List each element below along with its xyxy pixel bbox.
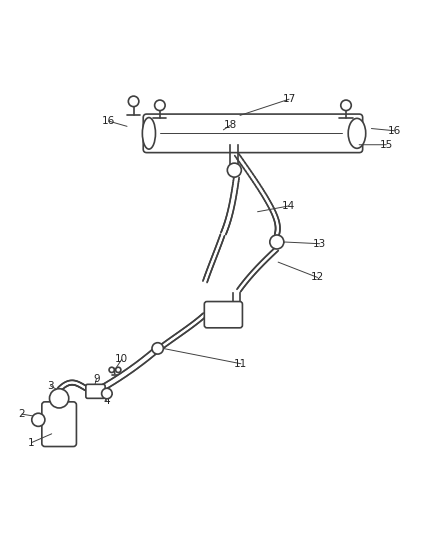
Circle shape (109, 367, 114, 373)
Circle shape (116, 367, 121, 373)
Text: 9: 9 (93, 374, 100, 384)
Text: 11: 11 (234, 359, 247, 369)
Circle shape (32, 413, 45, 426)
Text: 12: 12 (311, 272, 324, 282)
Text: 18: 18 (223, 120, 237, 131)
Text: 10: 10 (115, 354, 128, 365)
Circle shape (341, 100, 351, 110)
FancyBboxPatch shape (42, 402, 76, 447)
Circle shape (49, 389, 69, 408)
Text: 1: 1 (28, 438, 35, 448)
Text: 4: 4 (103, 396, 110, 406)
Text: 14: 14 (282, 201, 295, 211)
Circle shape (270, 235, 284, 249)
Text: 16: 16 (102, 116, 115, 126)
Circle shape (128, 96, 139, 107)
FancyBboxPatch shape (86, 384, 105, 398)
FancyBboxPatch shape (143, 114, 363, 152)
Text: 3: 3 (47, 381, 54, 391)
Circle shape (152, 343, 163, 354)
Text: 16: 16 (388, 126, 401, 136)
Text: 17: 17 (283, 94, 296, 104)
Ellipse shape (348, 118, 366, 148)
Text: 13: 13 (313, 239, 326, 249)
Text: 2: 2 (18, 409, 25, 419)
FancyBboxPatch shape (204, 302, 243, 328)
Circle shape (227, 163, 241, 177)
Circle shape (102, 388, 112, 399)
Text: 15: 15 (380, 140, 393, 150)
Circle shape (155, 100, 165, 110)
Ellipse shape (142, 118, 155, 149)
